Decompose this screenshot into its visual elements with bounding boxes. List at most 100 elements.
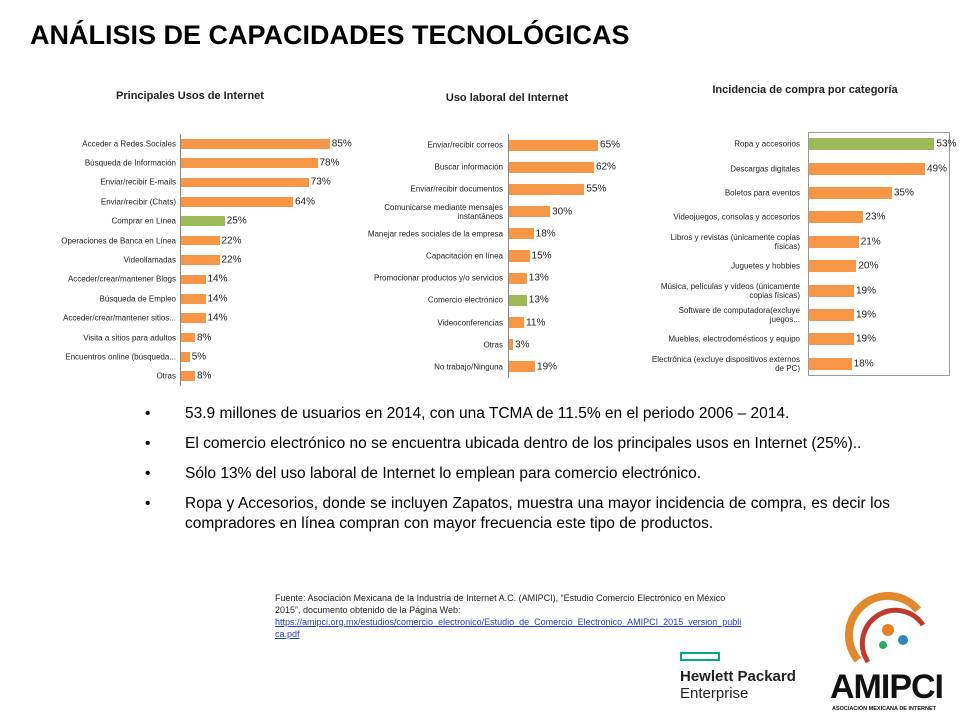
value-label: 5% (191, 351, 207, 363)
bar (809, 162, 925, 175)
value-label: 8% (197, 332, 212, 344)
value-label: 22% (221, 235, 242, 247)
category-label: Acceder a Redes Sociales (82, 139, 176, 149)
value-label: 3% (515, 339, 530, 351)
bar (181, 371, 195, 382)
category-label: Videojuegos, consolas y accesorios (673, 212, 800, 222)
category-label: Muebles, electrodomésticos y equipo (668, 334, 800, 344)
bullet-text: Sólo 13% del uso laboral de Internet lo … (185, 465, 702, 482)
value-label: 78% (319, 157, 340, 169)
hpe-line: Enterprise (680, 685, 749, 702)
chart-title: Incidencia de compra por categoría (712, 84, 898, 96)
plot-frame (508, 134, 645, 378)
value-label: 64% (295, 196, 316, 208)
category-label: Acceder/crear/mantener Blogs (67, 274, 176, 284)
bullet-text: El comercio electrónico no se encuentra … (185, 435, 862, 452)
value-label: 19% (855, 285, 876, 297)
category-label: Software de computadora(excluye juegos..… (678, 306, 800, 324)
value-label: 19% (537, 361, 558, 373)
bar (809, 357, 852, 370)
category-label: Enviar/recibir correos (427, 140, 503, 150)
amipci-emblem (844, 591, 926, 664)
hpe-line: Hewlett Packard (680, 668, 796, 685)
bullet-dot: • (145, 495, 151, 512)
value-label: 65% (600, 139, 621, 151)
bar (809, 235, 859, 248)
value-label: 19% (855, 309, 876, 321)
value-label: 19% (855, 333, 876, 345)
bar (181, 255, 220, 265)
bar (181, 235, 220, 246)
bar (809, 308, 854, 322)
value-label: 15% (531, 250, 552, 262)
value-label: 14% (207, 312, 228, 324)
bar (181, 352, 190, 362)
amipci-logo: AMIPCI (830, 668, 944, 706)
bar (509, 183, 585, 195)
bar (509, 228, 534, 240)
category-label: Buscar información (434, 162, 503, 172)
hpe-mark (680, 652, 720, 661)
category-label: Comunicarse mediante mensajes instantáne… (384, 202, 503, 221)
category-label: Capacitación en línea (426, 251, 503, 261)
bar (809, 333, 854, 346)
value-label: 20% (858, 260, 879, 272)
category-label: Videollamadas (123, 255, 176, 265)
value-label: 35% (893, 187, 914, 199)
source-link[interactable]: https://amipci.org.mx/estudios/comercio_… (275, 617, 742, 639)
bar (509, 272, 527, 284)
plot-frame (180, 134, 355, 386)
category-label: Boletos para eventos (724, 188, 800, 198)
category-label: Manejar redes sociales de la empresa (367, 229, 503, 239)
value-label: 85% (331, 138, 352, 150)
bar (509, 339, 514, 351)
chart-title: Principales Usos de Internet (116, 90, 264, 102)
category-label: Electrónica (excluye dispositivos extern… (651, 354, 800, 373)
bar (509, 294, 527, 306)
bar (181, 313, 206, 323)
value-label: 25% (226, 215, 247, 227)
bar (509, 139, 599, 151)
category-label: Videoconferencias (437, 318, 503, 328)
category-label: Otras (156, 371, 176, 381)
category-label: Libros y revistas (únicamente copias fís… (670, 232, 800, 251)
bar (809, 260, 857, 273)
bar (181, 158, 318, 168)
category-label: Promocionar productos y/o servicios (374, 273, 503, 283)
bar (509, 206, 551, 218)
bar (809, 211, 864, 224)
bar (809, 138, 935, 151)
category-label: Juguetes y hobbies (731, 261, 800, 271)
value-label: 14% (207, 293, 228, 305)
value-label: 13% (528, 294, 549, 306)
value-label: 22% (221, 254, 242, 266)
bullet-dot: • (145, 465, 151, 482)
chart-title: Uso laboral del Internet (445, 92, 569, 104)
value-label: 23% (865, 211, 886, 223)
category-label: Visita a sitios para adultos (83, 333, 176, 343)
bullet-dot: • (145, 405, 151, 422)
value-label: 62% (595, 161, 616, 173)
bullet-text: Ropa y Accesorios, donde se incluyen Zap… (185, 495, 890, 532)
category-label: Enviar/recibir E-mails (100, 177, 176, 187)
value-label: 11% (526, 317, 546, 329)
bar (509, 317, 525, 329)
category-label: Otras (483, 340, 503, 350)
source-text: Fuente: Asociación Mexicana de la Indust… (275, 593, 726, 615)
bar (509, 250, 530, 262)
source: Fuente: Asociación Mexicana de la Indust… (275, 592, 745, 640)
category-label: No trabajo/Ninguna (434, 362, 503, 372)
bullet-dot: • (145, 435, 151, 452)
bar (181, 138, 330, 149)
category-label: Enviar/recibir documentos (410, 184, 503, 194)
category-label: Acceder/crear/mantener sitios... (63, 313, 176, 323)
category-label: Ropa y accesorios (734, 139, 800, 149)
value-label: 8% (197, 370, 212, 382)
bar (509, 161, 594, 173)
bar (181, 177, 309, 188)
bar (181, 216, 225, 227)
slide-title: ANÁLISIS DE CAPACIDADES TECNOLÓGICAS (30, 20, 630, 50)
hpe-logo: Hewlett Packard Enterprise (680, 668, 796, 702)
bar (181, 197, 293, 207)
